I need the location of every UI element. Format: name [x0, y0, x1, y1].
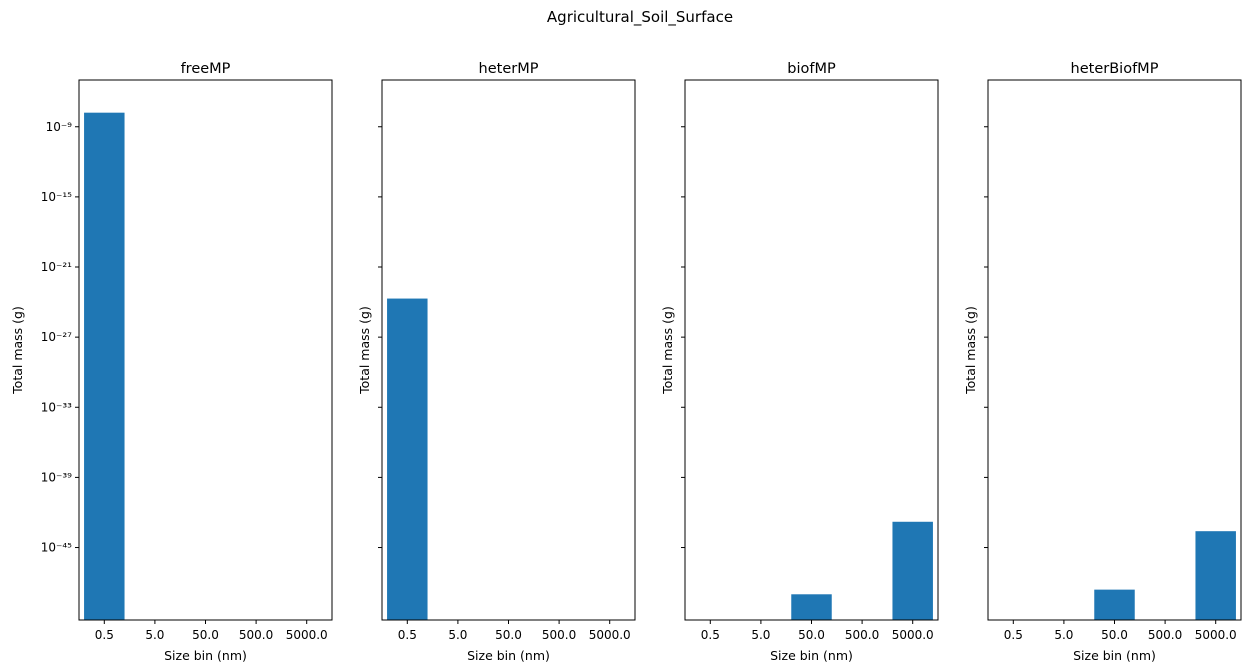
y-axis-label: Total mass (g): [10, 306, 25, 395]
x-axis-label: Size bin (nm): [1073, 648, 1156, 663]
x-tick-label: 5.0: [448, 628, 467, 642]
x-tick-label: 0.5: [1004, 628, 1023, 642]
panel-title: heterMP: [479, 61, 539, 77]
y-axis-label: Total mass (g): [660, 306, 675, 395]
x-tick-label: 500.0: [542, 628, 576, 642]
panel-biofMP: 0.5 5.0 50.0 500.0 5000.0 biofMP Size bin (nm)…: [660, 61, 939, 663]
y-axis-label: Total mass (g): [963, 306, 978, 395]
figure-suptitle: Agricultural_Soil_Surface: [547, 8, 733, 27]
x-tick-label: 500.0: [845, 628, 879, 642]
bar-0.5: [84, 112, 125, 621]
x-tick-label: 50.0: [1101, 628, 1128, 642]
panel-freeMP: 0.5 5.0 50.0 500.0 5000.0 10⁻⁹ 10⁻¹⁵ 10⁻²¹ 10⁻²⁷…: [10, 61, 333, 663]
chart-panels: 0.5 5.0 50.0 500.0 5000.0 10⁻⁹ 10⁻¹⁵ 10⁻²¹ 10⁻²⁷…: [10, 61, 1242, 663]
bar-5000.0: [892, 521, 933, 620]
x-tick-label: 5000.0: [892, 628, 934, 642]
bar-0.5: [387, 298, 428, 620]
y-tick-label: 10⁻⁴⁵: [41, 541, 72, 555]
x-tick-label: 500.0: [239, 628, 273, 642]
y-tick-label: 10⁻³³: [41, 400, 72, 414]
x-axis-label: Size bin (nm): [467, 648, 550, 663]
x-tick-label: 5000.0: [589, 628, 631, 642]
x-tick-label: 0.5: [95, 628, 114, 642]
panel-title: freeMP: [181, 61, 231, 77]
y-axis-label: Total mass (g): [357, 306, 372, 395]
panel-heterBiofMP: 0.5 5.0 50.0 500.0 5000.0 heterBiofMP Size bin…: [963, 61, 1242, 663]
x-tick-label: 0.5: [701, 628, 720, 642]
x-tick-label: 0.5: [398, 628, 417, 642]
x-axis-label: Size bin (nm): [770, 648, 853, 663]
y-tick-label: 10⁻⁹: [46, 120, 73, 134]
x-tick-label: 5.0: [1054, 628, 1073, 642]
bar-50.0: [1094, 589, 1135, 620]
x-tick-label: 5000.0: [286, 628, 328, 642]
x-tick-label: 50.0: [798, 628, 825, 642]
y-tick-label: 10⁻³⁹: [41, 470, 72, 484]
bar-50.0: [791, 594, 832, 620]
x-tick-label: 5000.0: [1195, 628, 1237, 642]
y-tick-label: 10⁻²⁷: [41, 330, 72, 344]
y-tick-label: 10⁻¹⁵: [41, 190, 72, 204]
x-tick-label: 50.0: [192, 628, 219, 642]
x-tick-label: 5.0: [145, 628, 164, 642]
panel-title: heterBiofMP: [1071, 61, 1159, 77]
x-tick-label: 50.0: [495, 628, 522, 642]
bar-5000.0: [1195, 531, 1236, 620]
x-tick-label: 5.0: [751, 628, 770, 642]
x-axis-label: Size bin (nm): [164, 648, 247, 663]
panel-title: biofMP: [787, 61, 836, 77]
panel-heterMP: 0.5 5.0 50.0 500.0 5000.0 heterMP Size bin (nm…: [357, 61, 636, 663]
y-tick-label: 10⁻²¹: [41, 260, 72, 274]
x-tick-label: 500.0: [1148, 628, 1182, 642]
